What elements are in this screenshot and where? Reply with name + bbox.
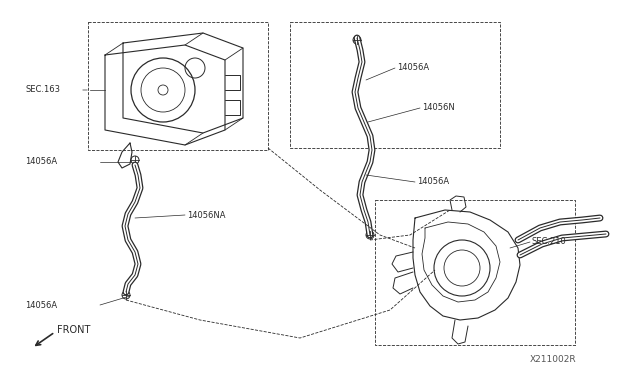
Text: 14056N: 14056N xyxy=(422,103,455,112)
Text: X211002R: X211002R xyxy=(530,356,577,365)
Text: 14056NA: 14056NA xyxy=(187,211,225,219)
Text: 14056A: 14056A xyxy=(397,64,429,73)
Text: SEC.163: SEC.163 xyxy=(25,86,60,94)
Text: FRONT: FRONT xyxy=(57,325,90,335)
Text: 14056A: 14056A xyxy=(417,177,449,186)
Text: 14056A: 14056A xyxy=(25,301,57,310)
Text: SEC.210: SEC.210 xyxy=(532,237,567,247)
Text: 14056A: 14056A xyxy=(25,157,57,167)
